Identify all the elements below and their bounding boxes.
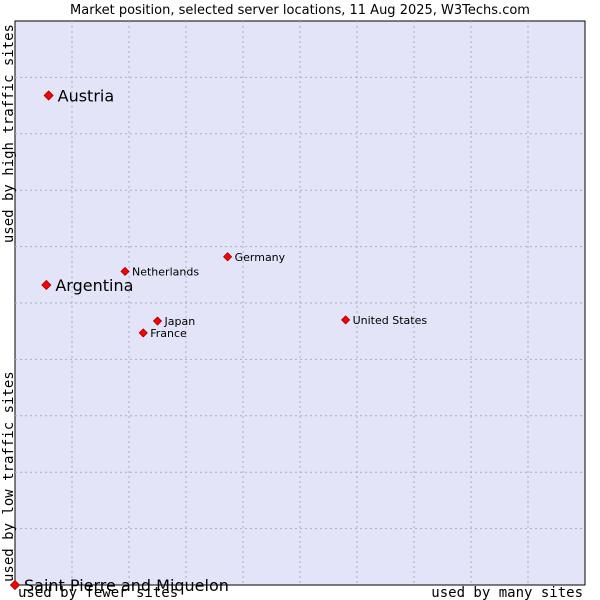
point-marker-japan [152, 316, 163, 326]
point-label-france: France [150, 327, 187, 340]
grid-lines [15, 21, 585, 585]
data-points: Austria Argentina Saint Pierre and Miquelo… [9, 86, 428, 595]
point-label-saint-pierre-and-miquelon: Saint Pierre and Miquelon [24, 576, 229, 595]
chart-title: Market position, selected server locatio… [70, 3, 530, 18]
x-axis-label-right: used by many sites [431, 585, 583, 600]
point-label-argentina: Argentina [55, 276, 133, 295]
point-marker-argentina [41, 279, 52, 291]
x-axis-label-left: used by fewer sites [18, 585, 178, 600]
point-marker-germany [223, 252, 233, 262]
point-marker-france [138, 328, 148, 338]
point-marker-netherlands [120, 266, 130, 276]
point-label-united-states: United States [353, 314, 428, 327]
point-label-austria: Austria [58, 86, 115, 105]
point-marker-united-states [341, 315, 351, 325]
point-marker-austria [43, 90, 54, 101]
point-label-germany: Germany [235, 251, 286, 264]
point-label-japan: Japan [164, 315, 196, 328]
point-label-netherlands: Netherlands [132, 265, 199, 278]
y-axis-label-bottom: used by low traffic sites [1, 371, 17, 582]
y-axis-label-top: used by high traffic sites [1, 24, 17, 243]
point-marker-saint-pierre-and-miquelon [9, 579, 21, 591]
